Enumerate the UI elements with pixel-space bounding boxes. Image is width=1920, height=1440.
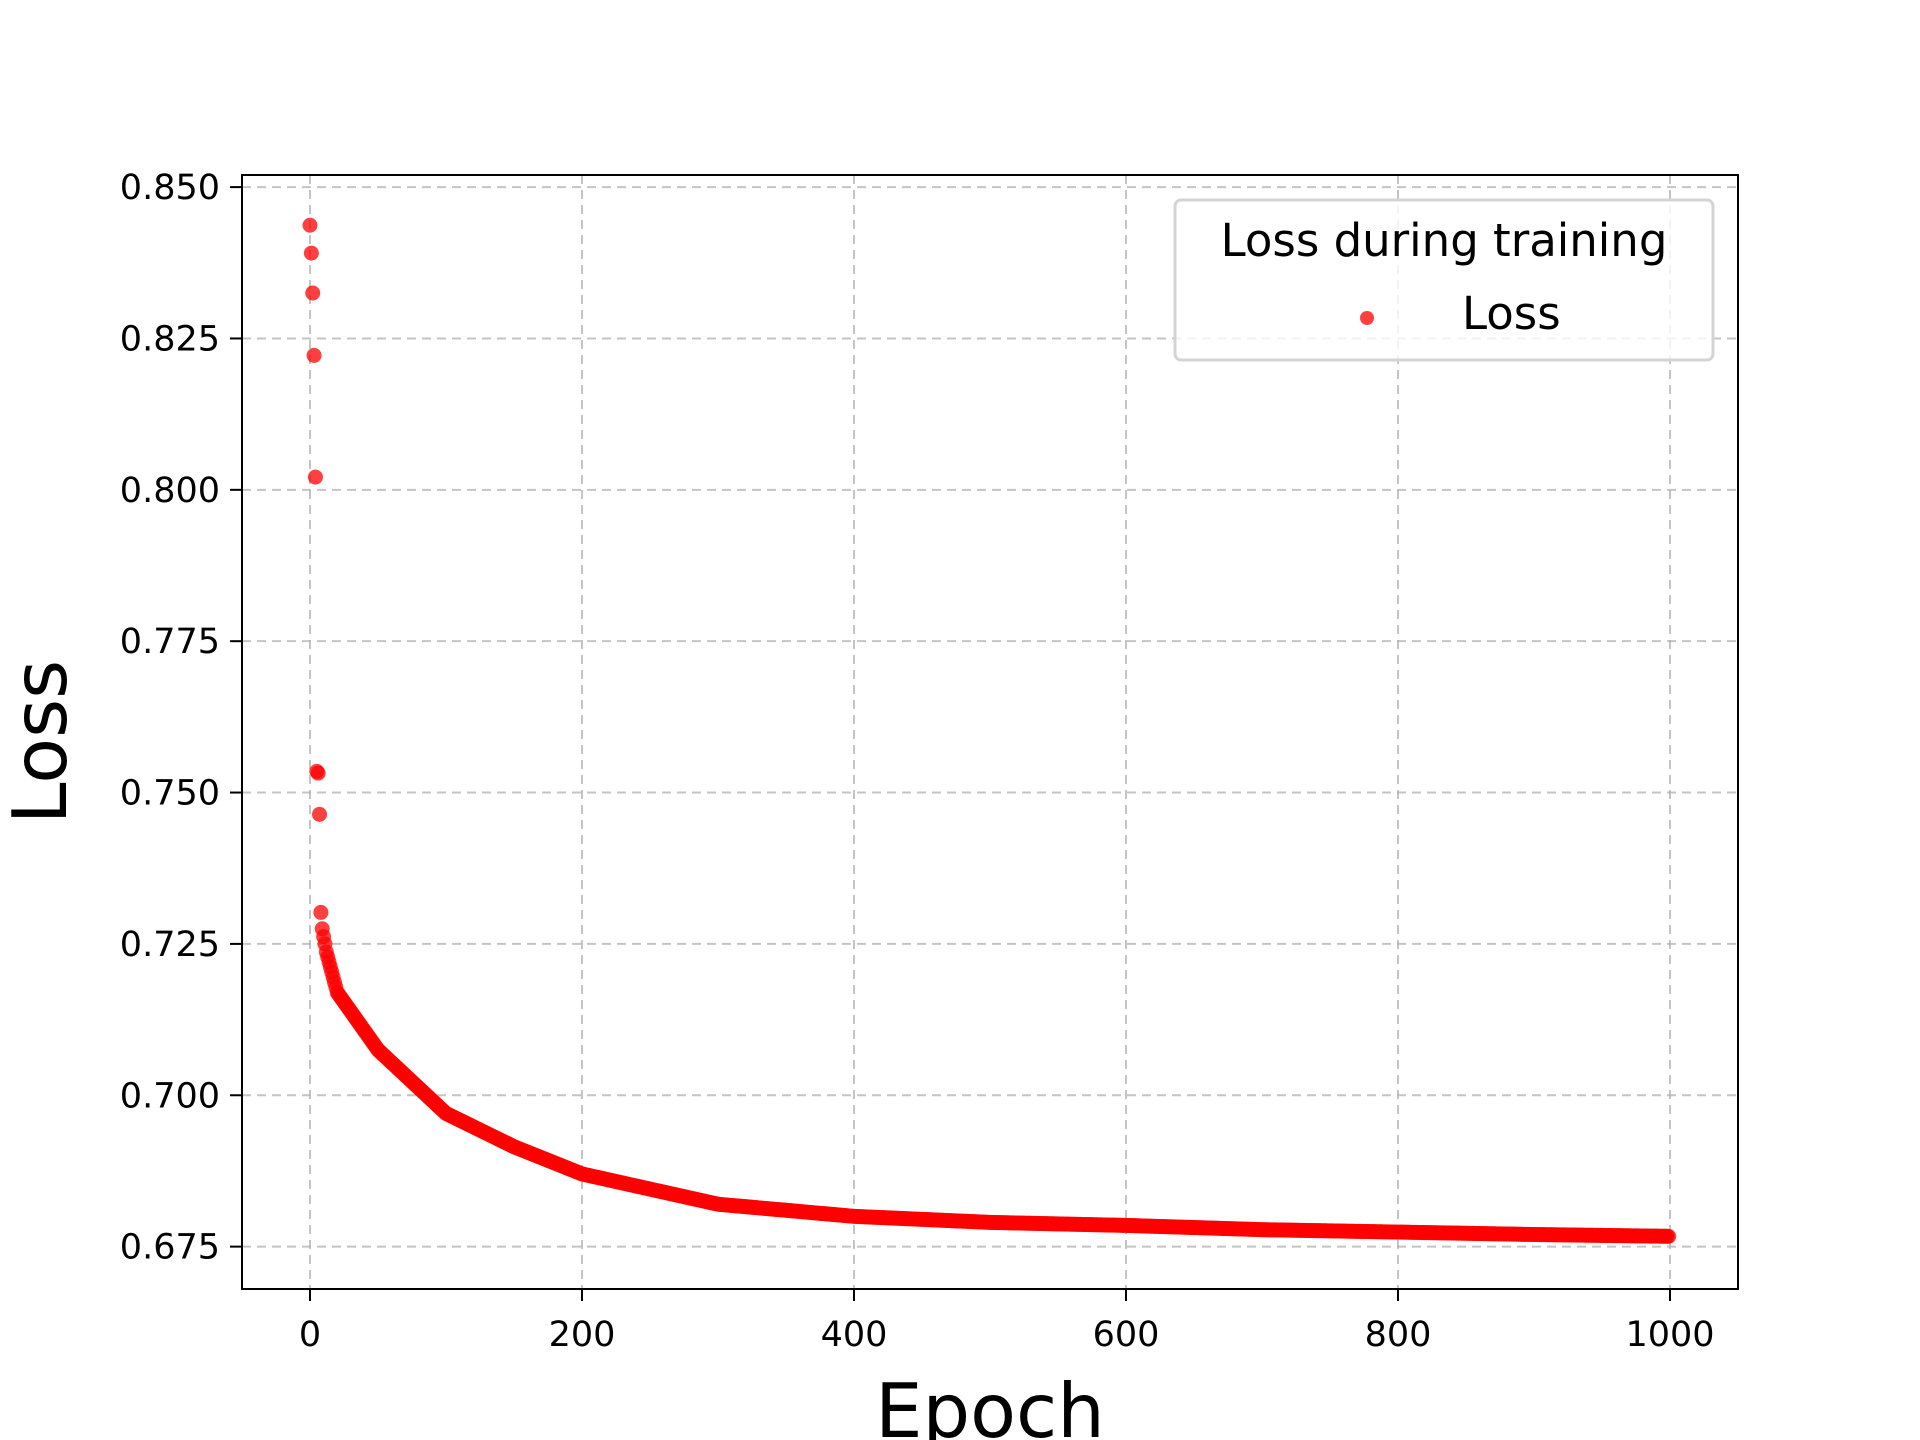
y-tick-label: 0.850: [120, 168, 220, 208]
legend-marker-loss: [1360, 311, 1374, 325]
x-tick-label: 600: [1093, 1315, 1160, 1355]
loss-point: [306, 347, 322, 363]
loss-point: [313, 904, 329, 920]
loss-point: [307, 469, 323, 485]
x-tick-label: 1000: [1625, 1315, 1714, 1355]
legend-title: Loss during training: [1221, 214, 1668, 267]
y-tick-label: 0.825: [120, 319, 220, 359]
axis-ticks: 0 200 400 600 800 1000 0.675 0.700 0.725 0.750 0.7…: [120, 168, 1715, 1355]
x-tick-label: 200: [549, 1315, 616, 1355]
loss-point: [303, 245, 319, 261]
loss-point: [312, 806, 328, 822]
loss-point: [310, 765, 326, 781]
x-axis-title: Epoch: [875, 1367, 1105, 1440]
y-tick-label: 0.775: [120, 622, 220, 662]
y-tick-label: 0.700: [120, 1076, 220, 1116]
loss-point: [1661, 1228, 1677, 1244]
legend-label-loss: Loss: [1462, 287, 1561, 340]
x-tick-label: 0: [299, 1315, 321, 1355]
loss-series: [302, 217, 1677, 1244]
x-tick-label: 800: [1365, 1315, 1432, 1355]
plot-frame: [241, 174, 1739, 1290]
y-tick-label: 0.750: [120, 774, 220, 814]
y-axis-title: Loss: [0, 660, 84, 825]
loss-point: [305, 285, 321, 301]
legend-box: [1173, 198, 1715, 362]
loss-point: [302, 217, 318, 233]
legend: Loss during training Loss: [1173, 198, 1715, 362]
x-tick-label: 400: [821, 1315, 888, 1355]
y-tick-label: 0.675: [120, 1228, 220, 1268]
y-tick-label: 0.725: [120, 925, 220, 965]
y-tick-label: 0.800: [120, 471, 220, 511]
